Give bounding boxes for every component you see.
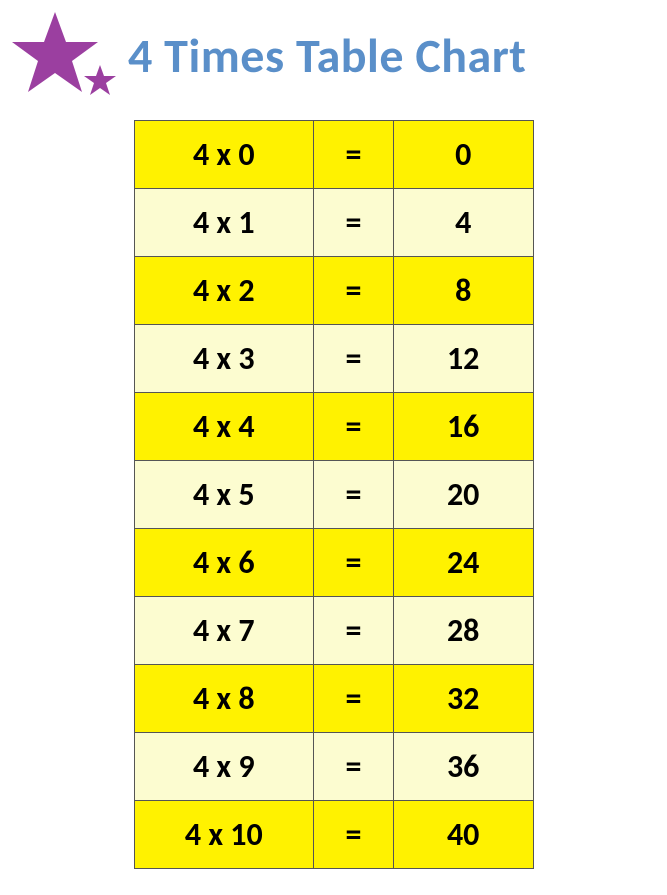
table-row: 4 x 9=36 [134, 733, 533, 801]
equals-cell: = [314, 325, 394, 393]
table-row: 4 x 2=8 [134, 257, 533, 325]
star-icon [10, 10, 120, 100]
table-row: 4 x 0=0 [134, 121, 533, 189]
small-star [84, 65, 116, 95]
table-row: 4 x 1=4 [134, 189, 533, 257]
expression-cell: 4 x 9 [134, 733, 314, 801]
table-row: 4 x 8=32 [134, 665, 533, 733]
equals-cell: = [314, 665, 394, 733]
equals-cell: = [314, 257, 394, 325]
result-cell: 4 [393, 189, 533, 257]
times-table: 4 x 0=04 x 1=44 x 2=84 x 3=124 x 4=164 x… [134, 120, 534, 869]
expression-cell: 4 x 1 [134, 189, 314, 257]
result-cell: 20 [393, 461, 533, 529]
equals-cell: = [314, 189, 394, 257]
expression-cell: 4 x 4 [134, 393, 314, 461]
table-row: 4 x 4=16 [134, 393, 533, 461]
result-cell: 0 [393, 121, 533, 189]
expression-cell: 4 x 3 [134, 325, 314, 393]
expression-cell: 4 x 5 [134, 461, 314, 529]
result-cell: 8 [393, 257, 533, 325]
table-row: 4 x 6=24 [134, 529, 533, 597]
equals-cell: = [314, 529, 394, 597]
page-title: 4 Times Table Chart [128, 26, 526, 85]
table-row: 4 x 5=20 [134, 461, 533, 529]
equals-cell: = [314, 733, 394, 801]
result-cell: 32 [393, 665, 533, 733]
result-cell: 16 [393, 393, 533, 461]
expression-cell: 4 x 6 [134, 529, 314, 597]
table-row: 4 x 3=12 [134, 325, 533, 393]
header: 4 Times Table Chart [0, 0, 667, 120]
result-cell: 40 [393, 801, 533, 869]
equals-cell: = [314, 597, 394, 665]
equals-cell: = [314, 121, 394, 189]
table-row: 4 x 10=40 [134, 801, 533, 869]
expression-cell: 4 x 0 [134, 121, 314, 189]
table-row: 4 x 7=28 [134, 597, 533, 665]
times-table-wrap: 4 x 0=04 x 1=44 x 2=84 x 3=124 x 4=164 x… [0, 120, 667, 869]
expression-cell: 4 x 2 [134, 257, 314, 325]
result-cell: 36 [393, 733, 533, 801]
expression-cell: 4 x 7 [134, 597, 314, 665]
equals-cell: = [314, 393, 394, 461]
result-cell: 28 [393, 597, 533, 665]
result-cell: 12 [393, 325, 533, 393]
result-cell: 24 [393, 529, 533, 597]
equals-cell: = [314, 461, 394, 529]
expression-cell: 4 x 8 [134, 665, 314, 733]
expression-cell: 4 x 10 [134, 801, 314, 869]
big-star [12, 12, 98, 92]
equals-cell: = [314, 801, 394, 869]
